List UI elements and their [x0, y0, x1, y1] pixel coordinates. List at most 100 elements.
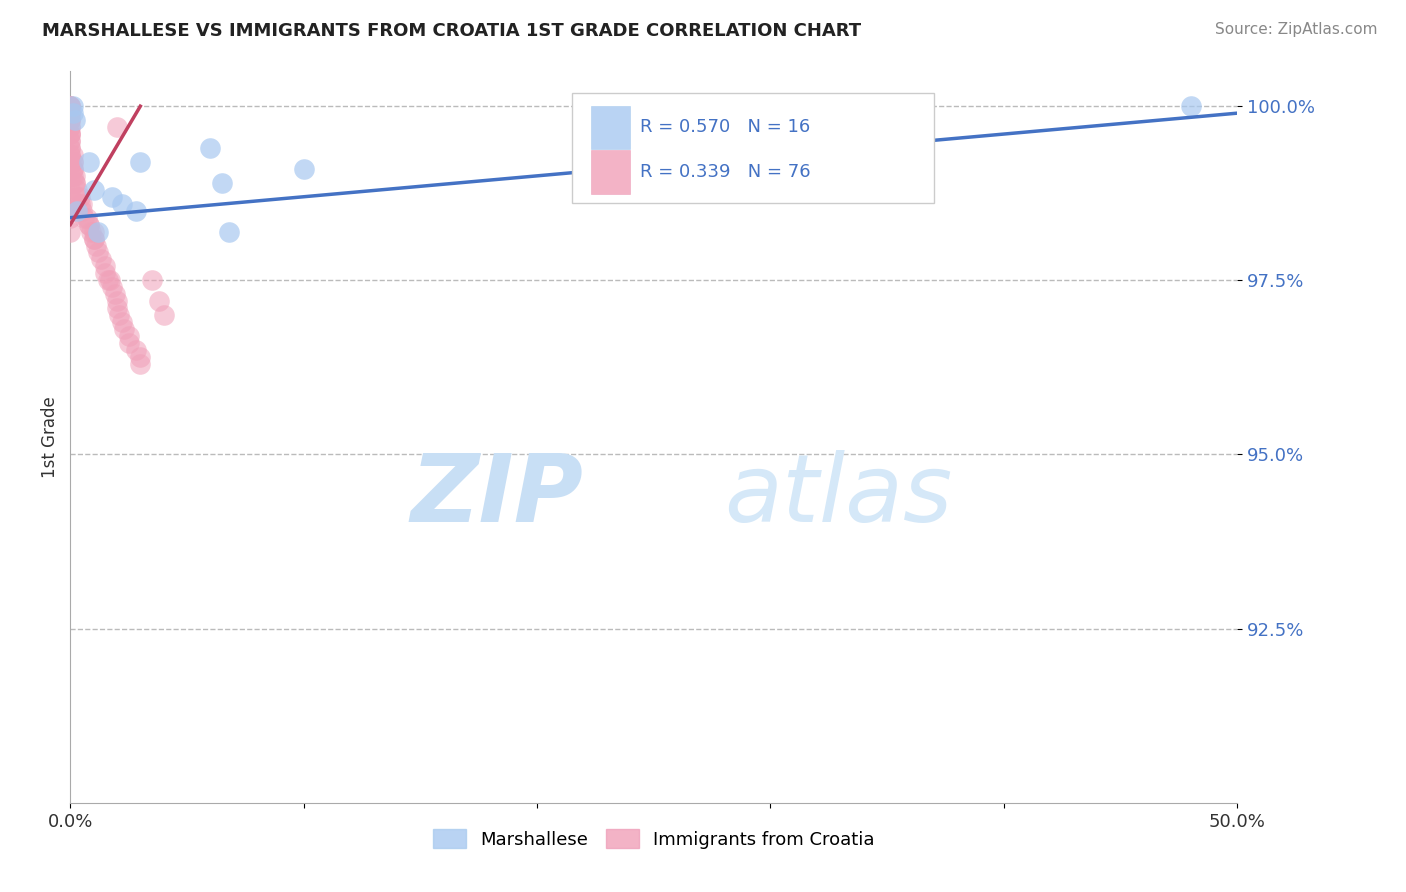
- Point: [59, 127, 82, 141]
- Point: [77, 218, 100, 232]
- Point: [105, 120, 128, 134]
- Y-axis label: 1st Grade: 1st Grade: [41, 396, 59, 478]
- Point: [59, 99, 82, 113]
- Point: [59, 141, 82, 155]
- Point: [76, 211, 98, 225]
- Point: [63, 113, 86, 128]
- Point: [59, 190, 82, 204]
- Point: [94, 266, 117, 280]
- Text: Source: ZipAtlas.com: Source: ZipAtlas.com: [1215, 22, 1378, 37]
- Point: [73, 211, 96, 225]
- Point: [643, 99, 665, 113]
- Point: [118, 329, 141, 343]
- Text: MARSHALLESE VS IMMIGRANTS FROM CROATIA 1ST GRADE CORRELATION CHART: MARSHALLESE VS IMMIGRANTS FROM CROATIA 1…: [42, 22, 862, 40]
- Point: [292, 161, 315, 176]
- Point: [98, 273, 121, 287]
- Point: [101, 280, 124, 294]
- Point: [59, 155, 82, 169]
- Point: [59, 169, 82, 183]
- Point: [59, 106, 82, 120]
- FancyBboxPatch shape: [591, 151, 630, 194]
- Point: [59, 183, 82, 197]
- Point: [59, 113, 82, 128]
- Point: [59, 203, 82, 218]
- Point: [129, 357, 152, 371]
- Legend: Marshallese, Immigrants from Croatia: Marshallese, Immigrants from Croatia: [426, 822, 882, 856]
- Point: [141, 273, 163, 287]
- Point: [129, 350, 152, 364]
- Point: [62, 161, 84, 176]
- Point: [59, 120, 82, 134]
- Point: [87, 245, 110, 260]
- Point: [83, 225, 105, 239]
- Point: [108, 308, 131, 322]
- FancyBboxPatch shape: [572, 94, 934, 203]
- Point: [59, 211, 82, 225]
- Point: [66, 203, 89, 218]
- Point: [124, 203, 146, 218]
- Point: [62, 148, 84, 162]
- Text: R = 0.570   N = 16: R = 0.570 N = 16: [640, 119, 810, 136]
- Point: [59, 203, 82, 218]
- Point: [152, 308, 174, 322]
- Point: [83, 183, 105, 197]
- Point: [62, 155, 84, 169]
- Point: [62, 99, 84, 113]
- Text: atlas: atlas: [724, 450, 952, 541]
- Point: [124, 343, 146, 357]
- Point: [69, 190, 91, 204]
- Point: [94, 260, 117, 274]
- Point: [59, 134, 82, 148]
- Point: [59, 127, 82, 141]
- Point: [112, 322, 135, 336]
- Point: [59, 113, 82, 128]
- Point: [111, 315, 134, 329]
- Point: [59, 99, 82, 113]
- Point: [59, 120, 82, 134]
- Point: [105, 301, 128, 316]
- Text: ZIP: ZIP: [411, 450, 583, 541]
- Point: [83, 231, 105, 245]
- Point: [62, 106, 84, 120]
- Point: [59, 113, 82, 128]
- Point: [1180, 99, 1202, 113]
- Point: [62, 169, 84, 183]
- Point: [70, 203, 93, 218]
- Point: [218, 225, 240, 239]
- Point: [83, 231, 105, 245]
- Point: [59, 106, 82, 120]
- Point: [105, 294, 128, 309]
- FancyBboxPatch shape: [591, 105, 630, 149]
- Point: [59, 225, 82, 239]
- Point: [59, 134, 82, 148]
- Point: [59, 127, 82, 141]
- Point: [63, 176, 86, 190]
- Point: [70, 196, 93, 211]
- Point: [59, 99, 82, 113]
- Point: [66, 183, 89, 197]
- Point: [62, 155, 84, 169]
- Point: [80, 225, 103, 239]
- Point: [59, 148, 82, 162]
- Point: [118, 336, 141, 351]
- Point: [111, 196, 134, 211]
- Point: [104, 287, 127, 301]
- Point: [59, 99, 82, 113]
- Point: [63, 169, 86, 183]
- Point: [59, 141, 82, 155]
- Text: R = 0.339   N = 76: R = 0.339 N = 76: [640, 163, 810, 181]
- Point: [101, 190, 124, 204]
- Point: [62, 161, 84, 176]
- Point: [69, 196, 91, 211]
- Point: [59, 148, 82, 162]
- Point: [84, 238, 107, 252]
- Point: [77, 218, 100, 232]
- Point: [59, 106, 82, 120]
- Point: [77, 155, 100, 169]
- Point: [63, 176, 86, 190]
- Point: [87, 225, 110, 239]
- Point: [148, 294, 170, 309]
- Point: [200, 141, 222, 155]
- Point: [66, 190, 89, 204]
- Point: [211, 176, 233, 190]
